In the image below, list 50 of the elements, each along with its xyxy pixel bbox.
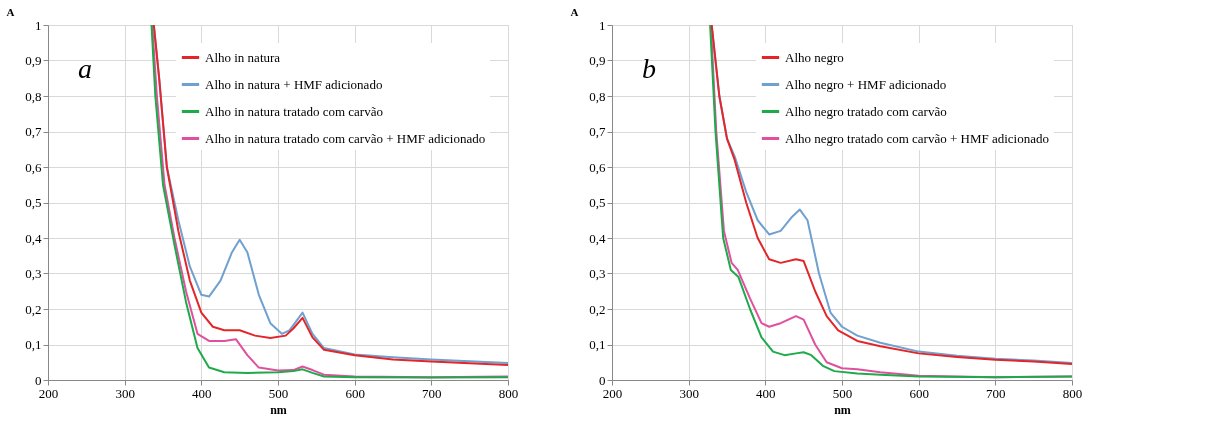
legend-label: Alho negro tratado com carvão + HMF adicionado <box>785 130 1050 146</box>
y-tick-label: 0,5 <box>589 195 606 210</box>
y-tick-label: 0,3 <box>25 266 42 281</box>
legend-label: Alho negro tratado com carvão <box>785 103 947 119</box>
x-tick-label: 600 <box>345 385 365 401</box>
x-axis-title: nm <box>270 402 287 417</box>
y-tick-label: 0,8 <box>589 88 606 104</box>
y-tick-label: 0,3 <box>589 266 606 281</box>
y-tick-label: 0,7 <box>25 124 42 139</box>
x-tick-label: 500 <box>268 385 289 401</box>
y-tick-label: 0,1 <box>589 337 606 352</box>
legend-label: Alho in natura tratado com carvão <box>205 103 383 119</box>
y-axis-title: A <box>6 5 15 18</box>
y-tick-label: 0,2 <box>25 301 42 317</box>
x-tick-label: 200 <box>38 385 59 401</box>
y-tick-label: 1 <box>35 17 42 33</box>
legend-label: Alho in natura tratado com carvão + HMF adicionado <box>205 130 486 146</box>
x-axis-title: nm <box>834 402 851 417</box>
y-tick-label: 0 <box>599 372 606 388</box>
y-tick-label: 0,4 <box>589 230 606 246</box>
y-axis-title: A <box>570 5 579 18</box>
x-tick-label: 400 <box>756 385 776 401</box>
legend-label: Alho negro <box>785 49 844 65</box>
y-tick-label: 0,8 <box>25 88 42 104</box>
legend-label: Alho negro + HMF adicionado <box>785 76 947 92</box>
x-tick-label: 800 <box>1062 385 1083 401</box>
x-tick-label: 200 <box>602 385 623 401</box>
x-tick-label: 800 <box>498 385 519 401</box>
y-tick-label: 0 <box>35 372 42 388</box>
x-tick-label: 700 <box>986 385 1006 401</box>
x-tick-label: 500 <box>832 385 853 401</box>
x-tick-label: 400 <box>192 385 212 401</box>
legend-label: Alho in natura + HMF adicionado <box>205 76 383 92</box>
x-tick-label: 300 <box>115 385 135 401</box>
y-tick-label: 0,7 <box>589 124 606 139</box>
y-tick-label: 1 <box>599 17 606 33</box>
y-tick-label: 0,4 <box>25 230 42 246</box>
annotation: a <box>78 53 92 84</box>
y-tick-label: 0,2 <box>589 301 606 317</box>
x-tick-label: 300 <box>679 385 699 401</box>
annotation: b <box>642 53 656 84</box>
y-tick-label: 0,6 <box>589 159 606 175</box>
y-tick-label: 0,6 <box>25 159 42 175</box>
y-tick-label: 0,9 <box>25 53 42 68</box>
y-tick-label: 0,1 <box>25 337 42 352</box>
y-tick-label: 0,5 <box>25 195 42 210</box>
legend-label: Alho in natura <box>205 49 281 65</box>
x-tick-label: 600 <box>909 385 929 401</box>
y-tick-label: 0,9 <box>589 53 606 68</box>
x-tick-label: 700 <box>422 385 442 401</box>
